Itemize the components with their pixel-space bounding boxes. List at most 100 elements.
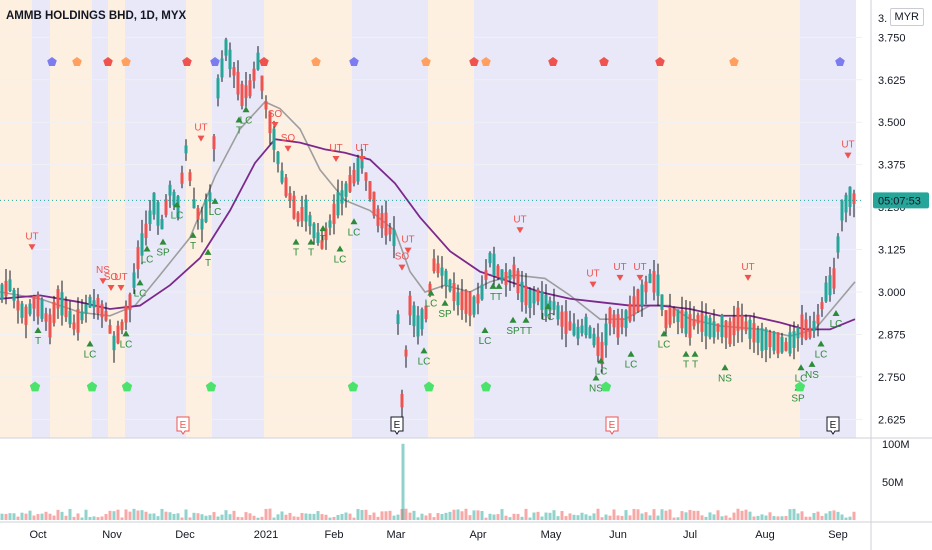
candle-body — [824, 282, 828, 302]
candle-body — [744, 321, 748, 331]
volume-bar — [504, 515, 508, 520]
volume-bar — [536, 511, 540, 520]
background-band — [32, 0, 50, 438]
signal-label: UT — [329, 143, 342, 154]
signal-arrow-up — [441, 299, 449, 306]
signal-arrow-up — [489, 282, 497, 289]
volume-bar — [144, 511, 148, 520]
candle-body — [196, 208, 200, 220]
candle-body — [16, 300, 20, 311]
candle-body — [148, 210, 152, 225]
volume-bar — [396, 514, 400, 520]
volume-bar — [404, 508, 408, 520]
signal-label: LC — [542, 312, 555, 323]
candle-body — [624, 310, 628, 329]
volume-bar — [620, 516, 624, 520]
top-pentagon — [210, 57, 220, 66]
candle-body — [296, 212, 300, 222]
volume-bar — [468, 515, 472, 520]
candle-body — [672, 308, 676, 317]
candle-body — [252, 68, 256, 81]
volume-bar — [560, 511, 564, 520]
volume-bar — [52, 515, 56, 520]
candle-body — [724, 320, 728, 338]
price-tick-label: 3.750 — [878, 32, 906, 44]
volume-tick-label: 100M — [882, 439, 910, 451]
candle-body — [56, 289, 60, 309]
volume-bar — [652, 509, 656, 520]
candle-body — [336, 192, 340, 216]
moving-average-fast — [0, 100, 856, 337]
candle-body — [140, 233, 144, 256]
candle-body — [248, 80, 252, 97]
candle-body — [160, 218, 164, 230]
volume-bar — [648, 515, 652, 520]
candle-body — [172, 191, 176, 206]
volume-bar — [112, 511, 116, 520]
candle-body — [348, 174, 352, 192]
signal-label: UT — [841, 140, 854, 151]
candle-body — [712, 321, 716, 338]
candle-body — [224, 39, 228, 56]
candle-body — [616, 314, 620, 338]
signal-label: UT — [114, 272, 127, 283]
candle-body — [544, 294, 548, 317]
signal-label: UT — [194, 123, 207, 134]
volume-bar — [640, 513, 644, 520]
volume-bar — [64, 515, 68, 520]
candle-body — [228, 49, 232, 70]
candle-body — [708, 317, 712, 338]
volume-bar — [164, 511, 168, 520]
candle-body — [740, 315, 744, 330]
candle-body — [368, 181, 372, 200]
signal-arrow-up — [143, 245, 151, 252]
candle-body — [284, 177, 288, 197]
candle-body — [732, 316, 736, 336]
signal-arrow-up — [86, 340, 94, 347]
volume-bar — [644, 512, 648, 520]
signal-arrow-up — [292, 238, 300, 245]
top-pentagon — [729, 57, 739, 66]
currency-button[interactable]: MYR — [889, 8, 924, 26]
signal-arrow-up — [592, 374, 600, 381]
volume-bar — [388, 510, 392, 520]
candle-body — [588, 327, 592, 339]
candle-body — [828, 275, 832, 296]
volume-bar — [160, 508, 164, 520]
candle-body — [316, 232, 320, 243]
volume-axis[interactable]: 100M 50M — [882, 439, 910, 489]
signal-label: T — [236, 125, 242, 136]
background-band — [605, 0, 658, 438]
candle-body — [500, 269, 504, 281]
volume-bar — [88, 516, 92, 520]
candle-body — [320, 240, 324, 249]
volume-bar — [212, 512, 216, 520]
volume-bar — [320, 514, 324, 520]
candle-body — [852, 193, 856, 204]
candle-body — [652, 271, 656, 293]
candle-body — [636, 289, 640, 312]
volume-bar — [60, 511, 64, 520]
candle-body — [84, 304, 88, 314]
volume-bar — [476, 510, 480, 520]
candle-body — [388, 227, 392, 235]
top-pentagon — [655, 57, 665, 66]
volume-bar — [516, 513, 520, 520]
time-axis[interactable]: Oct Nov Dec 2021 Feb Mar Apr May Jun Jul Aug Sep — [29, 529, 847, 541]
signal-arrow-up — [597, 357, 605, 364]
volume-bar — [176, 513, 180, 520]
top-pentagon — [599, 57, 609, 66]
volume-bar — [444, 512, 448, 520]
volume-bar — [316, 511, 320, 520]
candle-body — [128, 294, 132, 311]
volume-bar — [48, 513, 52, 520]
signal-label: LC — [625, 360, 638, 371]
signal-label: UT — [25, 231, 38, 242]
candle-body — [508, 270, 512, 280]
volume-bar — [156, 516, 160, 520]
candle-body — [300, 207, 304, 221]
price-axis[interactable]: 3.7503.6253.5003.3753.2503.1253.0002.875… — [878, 32, 906, 426]
volume-bar — [364, 509, 368, 520]
